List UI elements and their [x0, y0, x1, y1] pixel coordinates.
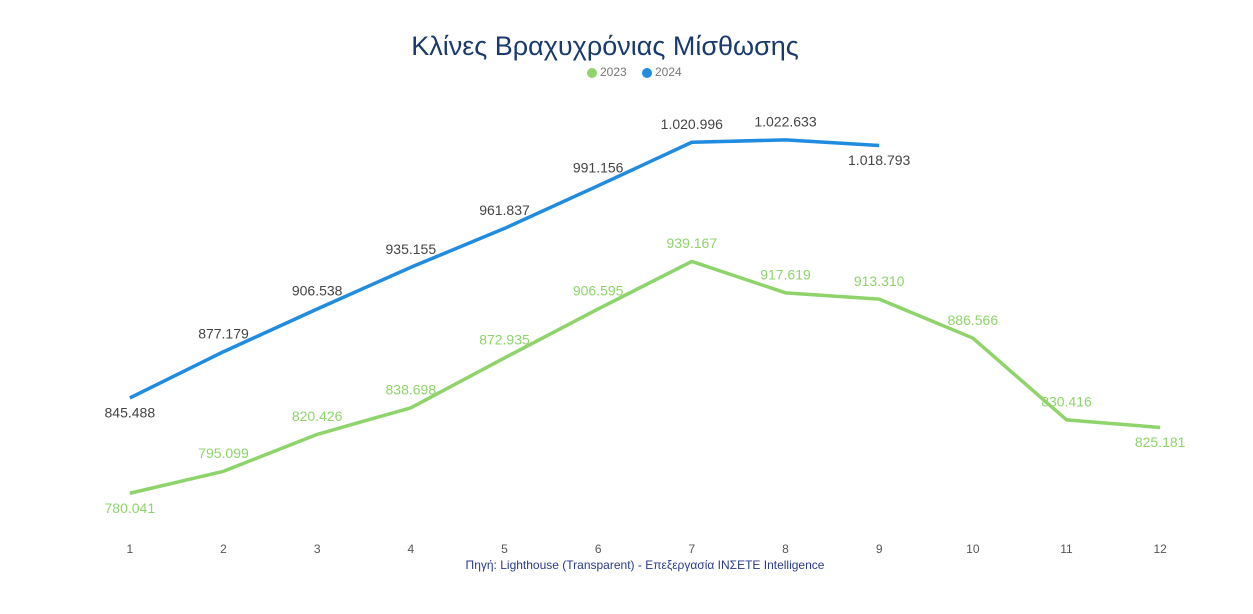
- legend-label: 2024: [655, 65, 682, 79]
- data-label: 1.022.633: [754, 114, 816, 130]
- data-label: 906.538: [292, 283, 343, 299]
- data-label: 1.018.793: [848, 152, 910, 168]
- data-label: 795.099: [198, 445, 249, 461]
- data-label: 913.310: [854, 273, 905, 289]
- data-label: 1.020.996: [661, 116, 723, 132]
- x-tick-label: 11: [1060, 542, 1073, 556]
- data-label: 906.595: [573, 283, 624, 299]
- x-tick-label: 10: [966, 542, 980, 556]
- data-label: 820.426: [292, 408, 343, 424]
- legend-label: 2023: [600, 65, 627, 79]
- data-label: 961.837: [479, 202, 530, 218]
- data-label: 991.156: [573, 159, 624, 175]
- data-label: 886.566: [948, 312, 999, 328]
- x-tick-label: 4: [407, 542, 414, 556]
- legend-marker: [587, 68, 597, 78]
- data-label: 935.155: [386, 241, 437, 257]
- data-label: 877.179: [198, 325, 249, 341]
- x-tick-label: 5: [501, 542, 508, 556]
- series-line: [129, 259, 1161, 495]
- data-label: 917.619: [760, 267, 811, 283]
- data-label: 830.416: [1041, 394, 1092, 410]
- x-tick-label: 8: [782, 542, 789, 556]
- data-label: 872.935: [479, 332, 530, 348]
- data-label: 780.041: [105, 500, 156, 516]
- chart-title: Κλίνες Βραχυχρόνιας Μίσθωσης: [411, 31, 799, 61]
- x-tick-label: 2: [220, 542, 227, 556]
- data-label: 939.167: [667, 235, 718, 251]
- series-line: [129, 138, 880, 400]
- x-tick-label: 1: [126, 542, 133, 556]
- data-label: 845.488: [105, 405, 156, 421]
- x-tick-label: 9: [876, 542, 883, 556]
- data-label: 838.698: [386, 381, 437, 397]
- x-tick-label: 6: [595, 542, 602, 556]
- source-note: Πηγή: Lighthouse (Transparent) - Επεξεργ…: [466, 558, 825, 572]
- x-tick-label: 7: [688, 542, 695, 556]
- x-tick-label: 12: [1153, 542, 1167, 556]
- x-tick-label: 3: [314, 542, 321, 556]
- legend-marker: [642, 68, 652, 78]
- data-label: 825.181: [1135, 434, 1186, 450]
